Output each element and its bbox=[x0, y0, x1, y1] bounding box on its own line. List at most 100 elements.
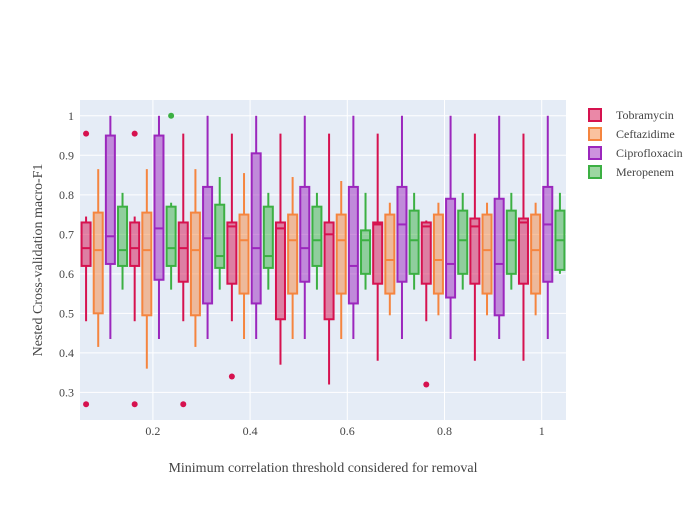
box-iqr bbox=[323, 221, 335, 321]
box-ceftazidime bbox=[384, 202, 396, 316]
box-tobramycin bbox=[372, 133, 384, 361]
box-ciprofloxacin bbox=[202, 115, 214, 340]
box-iqr bbox=[274, 221, 286, 321]
box-meropenem bbox=[554, 192, 566, 274]
box-ceftazidime bbox=[432, 202, 444, 316]
box-iqr bbox=[165, 205, 177, 267]
box-iqr bbox=[238, 213, 250, 295]
box-ciprofloxacin bbox=[396, 115, 408, 340]
box-iqr bbox=[311, 205, 323, 267]
grid-lines bbox=[80, 100, 566, 420]
box-iqr bbox=[129, 221, 141, 267]
legend-label: Tobramycin bbox=[616, 108, 674, 122]
box-tobramycin bbox=[226, 133, 238, 380]
x-tick-label: 1 bbox=[539, 424, 545, 438]
legend-item-meropenem[interactable]: Meropenem bbox=[588, 165, 675, 179]
box-iqr bbox=[517, 217, 529, 285]
box-meropenem bbox=[311, 192, 323, 290]
legend-item-ciprofloxacin[interactable]: Ciprofloxacin bbox=[588, 146, 683, 160]
outlier-point bbox=[168, 112, 175, 119]
x-tick-label: 0.6 bbox=[340, 424, 355, 438]
legend-swatch bbox=[588, 127, 602, 141]
box-iqr bbox=[469, 217, 481, 285]
x-tick-label: 0.4 bbox=[243, 424, 258, 438]
box-meropenem bbox=[408, 192, 420, 290]
legend-label: Meropenem bbox=[616, 165, 675, 179]
axis-ticks: 0.3 0.4 0.5 0.6 0.7 0.8 0.9 1 0.2 0.4 0.6 0.8 1 bbox=[59, 109, 545, 438]
box-iqr bbox=[457, 209, 469, 275]
box-iqr bbox=[420, 221, 432, 285]
box-iqr bbox=[299, 185, 311, 283]
box-ciprofloxacin bbox=[250, 115, 262, 340]
box-groups bbox=[80, 112, 566, 408]
box-tobramycin bbox=[177, 133, 189, 408]
box-ceftazidime bbox=[335, 180, 347, 340]
y-tick-label: 0.3 bbox=[59, 385, 74, 399]
legend-item-ceftazidime[interactable]: Ceftazidime bbox=[588, 127, 675, 141]
x-tick-label: 0.8 bbox=[437, 424, 452, 438]
y-tick-label: 1 bbox=[68, 109, 74, 123]
box-ciprofloxacin bbox=[542, 115, 554, 340]
box-tobramycin bbox=[517, 133, 529, 361]
box-iqr bbox=[117, 205, 129, 267]
box-ceftazidime bbox=[189, 169, 201, 347]
box-iqr bbox=[104, 134, 116, 265]
outlier-point bbox=[180, 401, 187, 408]
box-meropenem bbox=[214, 177, 226, 290]
legend-label: Ceftazidime bbox=[616, 127, 675, 141]
box-iqr bbox=[262, 205, 274, 269]
box-iqr bbox=[202, 185, 214, 305]
legend-swatch bbox=[588, 146, 602, 160]
outlier-point bbox=[83, 130, 90, 137]
box-iqr bbox=[250, 152, 262, 305]
box-ceftazidime bbox=[481, 202, 493, 316]
box-tobramycin bbox=[274, 133, 286, 365]
box-iqr bbox=[141, 211, 153, 317]
legend-swatch bbox=[588, 108, 602, 122]
outlier-point bbox=[131, 130, 138, 137]
legend[interactable]: Tobramycin Ceftazidime Ciprofloxacin Merope… bbox=[588, 108, 683, 179]
outlier-point bbox=[423, 381, 430, 388]
y-tick-label: 0.4 bbox=[59, 346, 74, 360]
box-iqr bbox=[335, 213, 347, 295]
box-ciprofloxacin bbox=[493, 115, 505, 340]
box-meropenem bbox=[457, 192, 469, 290]
box-tobramycin bbox=[129, 130, 141, 408]
box-iqr bbox=[432, 213, 444, 295]
box-iqr bbox=[505, 209, 517, 275]
y-tick-label: 0.8 bbox=[59, 188, 74, 202]
box-iqr bbox=[226, 221, 238, 285]
box-iqr bbox=[384, 213, 396, 295]
box-iqr bbox=[445, 197, 457, 299]
box-tobramycin bbox=[80, 130, 92, 408]
legend-item-tobramycin[interactable]: Tobramycin bbox=[588, 108, 674, 122]
box-meropenem bbox=[262, 192, 274, 290]
box-iqr bbox=[153, 134, 165, 281]
box-iqr bbox=[530, 213, 542, 295]
box-tobramycin bbox=[420, 220, 432, 388]
box-iqr bbox=[92, 211, 104, 315]
box-iqr bbox=[493, 197, 505, 317]
y-axis-label: Nested Cross-validation macro-F1 bbox=[31, 164, 46, 357]
box-ciprofloxacin bbox=[299, 115, 311, 340]
box-iqr bbox=[347, 185, 359, 305]
box-meropenem bbox=[165, 112, 177, 290]
box-meropenem bbox=[505, 192, 517, 290]
box-ceftazidime bbox=[141, 169, 153, 369]
box-ciprofloxacin bbox=[445, 115, 457, 340]
box-ceftazidime bbox=[530, 202, 542, 316]
box-iqr bbox=[396, 185, 408, 283]
box-ciprofloxacin bbox=[104, 115, 116, 340]
outlier-point bbox=[83, 401, 90, 408]
box-iqr bbox=[287, 213, 299, 295]
y-tick-label: 0.9 bbox=[59, 148, 74, 162]
box-ceftazidime bbox=[287, 177, 299, 340]
box-iqr bbox=[408, 209, 420, 275]
box-iqr bbox=[372, 221, 384, 285]
y-tick-label: 0.7 bbox=[59, 227, 74, 241]
box-iqr bbox=[542, 185, 554, 283]
box-iqr bbox=[177, 221, 189, 283]
box-ceftazidime bbox=[238, 173, 250, 340]
